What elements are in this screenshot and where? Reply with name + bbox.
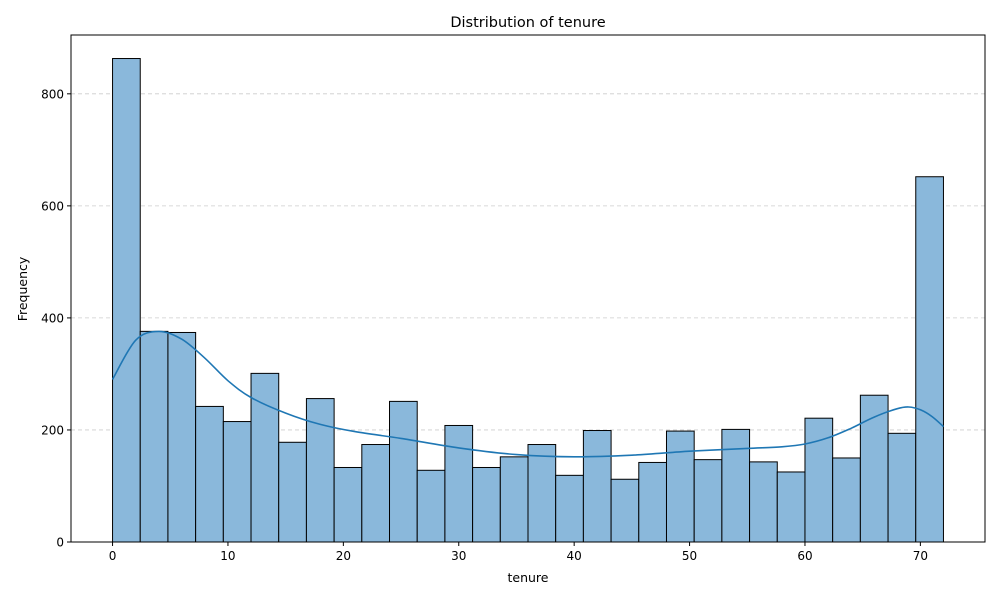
histogram-bar	[693, 459, 723, 543]
kde-layer	[111, 330, 945, 458]
histogram-bar	[499, 456, 529, 543]
histogram-bar	[832, 457, 861, 543]
histogram-bar	[167, 331, 197, 543]
histogram-bar	[416, 469, 446, 543]
x-tick-label: 40	[567, 549, 582, 563]
histogram-bar	[638, 461, 667, 543]
bars-layer	[112, 58, 944, 543]
x-tick-label: 30	[451, 549, 466, 563]
histogram-bar	[305, 398, 335, 543]
x-tick-label: 10	[220, 549, 235, 563]
histogram-bar	[112, 58, 141, 543]
histogram-bar	[887, 432, 917, 543]
histogram-bar	[665, 430, 695, 543]
histogram-bar	[278, 441, 307, 543]
histogram-bar	[333, 466, 363, 543]
y-tick-label: 0	[56, 536, 64, 550]
y-axis: 0 200 400 600 800	[41, 87, 71, 550]
histogram-bar	[472, 466, 501, 543]
histogram-bar	[776, 471, 806, 543]
kde-line	[111, 330, 945, 458]
histogram-bar	[222, 421, 252, 543]
histogram-bar	[527, 444, 557, 543]
x-tick-label: 20	[336, 549, 351, 563]
histogram-bar	[139, 330, 169, 543]
histogram-bar	[721, 428, 751, 543]
histogram-bar	[915, 176, 944, 543]
plot-frame	[70, 34, 986, 543]
y-tick-label: 400	[41, 311, 64, 325]
y-tick-label: 600	[41, 199, 64, 213]
chart-title: Distribution of tenure	[450, 15, 605, 31]
histogram-bar	[250, 372, 280, 543]
y-tick-label: 200	[41, 423, 64, 437]
histogram-bar	[389, 400, 418, 543]
histogram-bar	[444, 424, 474, 543]
y-tick-label: 800	[41, 87, 64, 101]
histogram-bar	[195, 405, 224, 543]
x-tick-label: 50	[682, 549, 697, 563]
x-axis: 0 10 20 30 40 50 60 70	[109, 542, 928, 563]
histogram-bar	[804, 417, 834, 543]
x-tick-label: 0	[109, 549, 117, 563]
x-axis-label: tenure	[508, 570, 549, 585]
x-tick-label: 70	[913, 549, 928, 563]
histogram-bar	[610, 478, 640, 543]
histogram-bar	[582, 430, 612, 543]
x-tick-label: 60	[797, 549, 812, 563]
histogram-bar	[361, 444, 391, 543]
histogram-bar	[749, 461, 778, 543]
grid-layer	[71, 93, 985, 431]
histogram-bar	[555, 474, 584, 543]
y-axis-label: Frequency	[15, 256, 30, 321]
